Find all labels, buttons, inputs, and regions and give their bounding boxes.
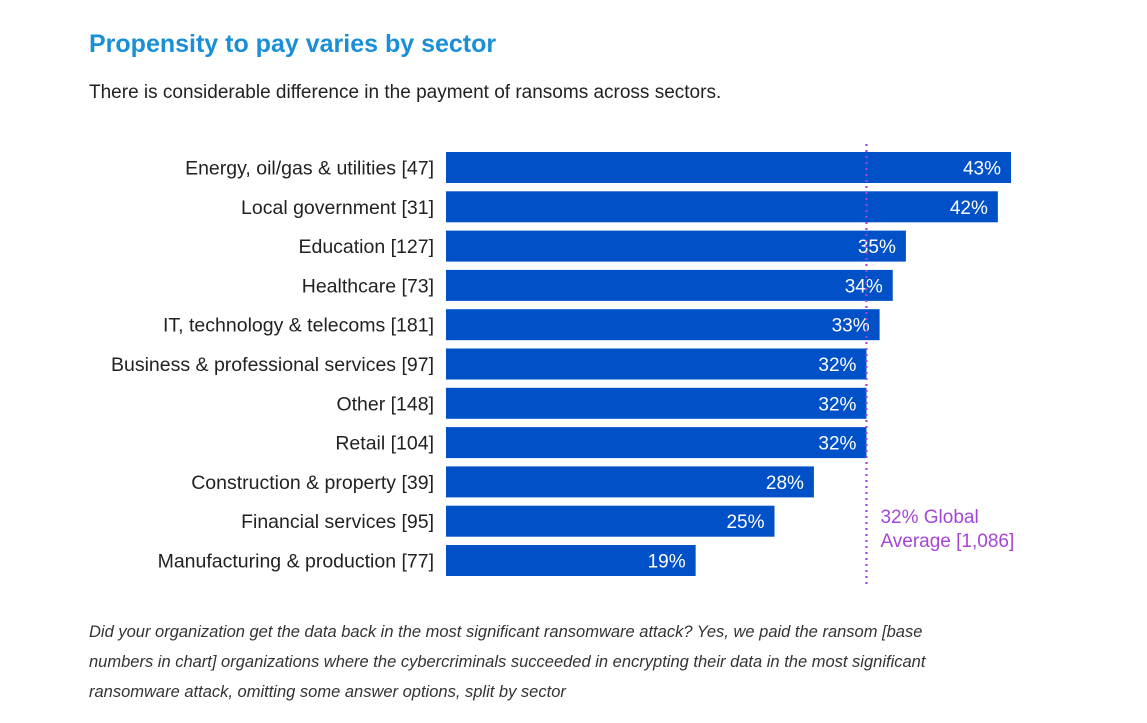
bar <box>446 309 880 341</box>
bar <box>446 466 814 498</box>
value-label: 32% <box>818 394 856 415</box>
category-label: Other [148] <box>336 393 434 415</box>
average-layer: 32% Global Average [1,086] <box>865 144 1014 584</box>
chart-footnote: Did your organization get the data back … <box>89 623 926 701</box>
category-label: Local government [31] <box>241 197 434 219</box>
bar <box>446 348 867 380</box>
value-label: 32% <box>818 434 856 455</box>
average-label: Average [1,086] <box>880 531 1014 552</box>
value-label: 43% <box>963 159 1001 180</box>
bars-layer: Energy, oil/gas & utilities [47] 43% Local… <box>111 152 1011 576</box>
category-label: IT, technology & telecoms [181] <box>163 315 434 337</box>
value-label: 34% <box>845 276 883 297</box>
value-label: 19% <box>648 552 686 573</box>
bar <box>446 269 893 301</box>
category-label: Education [127] <box>298 236 434 258</box>
value-label: 28% <box>766 473 804 494</box>
category-label: Retail [104] <box>335 433 434 455</box>
bar <box>446 152 1011 183</box>
category-label: Financial services [95] <box>241 511 434 533</box>
value-label: 25% <box>726 512 764 533</box>
bar <box>446 427 867 459</box>
value-label: 35% <box>858 237 896 258</box>
value-label: 33% <box>832 316 870 337</box>
value-label: 32% <box>818 355 856 376</box>
category-label: Manufacturing & production [77] <box>158 551 434 573</box>
bar <box>446 230 906 262</box>
bar <box>446 191 998 223</box>
category-label: Business & professional services [97] <box>111 354 434 376</box>
average-label: 32% Global <box>880 507 978 528</box>
bar <box>446 545 696 576</box>
bar <box>446 387 867 419</box>
value-label: 42% <box>950 198 988 219</box>
chart-subtitle: There is considerable difference in the … <box>89 82 722 103</box>
category-label: Construction & property [39] <box>191 472 434 494</box>
bar <box>446 505 775 537</box>
category-label: Energy, oil/gas & utilities [47] <box>185 158 434 180</box>
chart-title: Propensity to pay varies by sector <box>89 30 497 58</box>
category-label: Healthcare [73] <box>302 275 434 297</box>
